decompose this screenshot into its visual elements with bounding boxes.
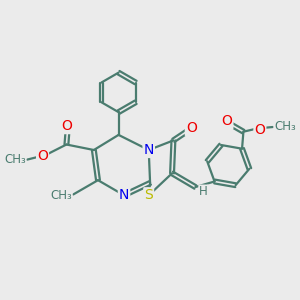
Text: H: H <box>199 185 208 199</box>
Text: O: O <box>186 121 197 135</box>
Text: N: N <box>119 188 129 202</box>
Text: O: O <box>61 119 72 133</box>
Text: CH₃: CH₃ <box>50 189 72 202</box>
Text: O: O <box>221 114 233 128</box>
Text: S: S <box>144 188 153 202</box>
Text: CH₃: CH₃ <box>274 120 296 133</box>
Text: O: O <box>37 149 48 163</box>
Text: O: O <box>254 123 265 137</box>
Text: CH₃: CH₃ <box>4 153 26 166</box>
Text: N: N <box>143 143 154 157</box>
